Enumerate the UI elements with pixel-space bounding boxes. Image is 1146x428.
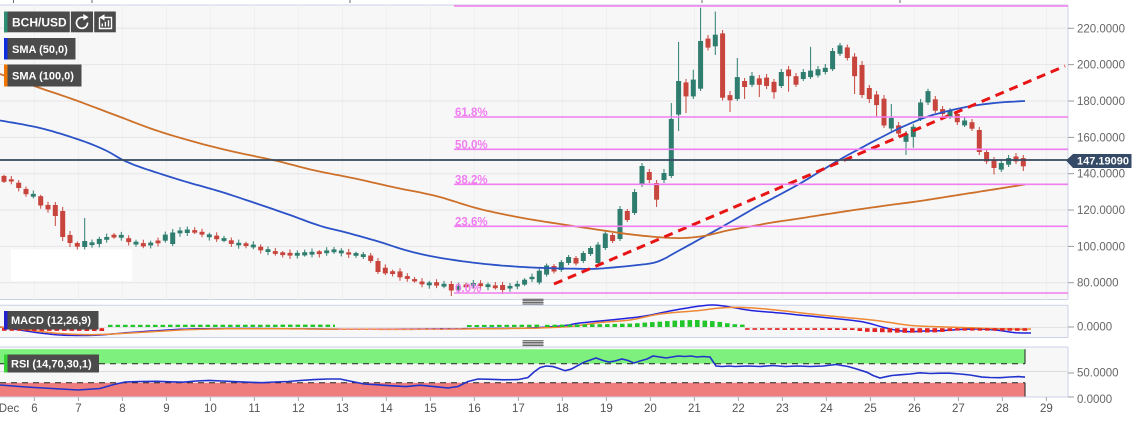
svg-text:8: 8 [119, 403, 125, 415]
svg-text:13: 13 [336, 403, 349, 415]
svg-text:MACD (12,26,9): MACD (12,26,9) [11, 315, 91, 327]
svg-text:SMA (50,0): SMA (50,0) [12, 44, 68, 56]
svg-text:10: 10 [204, 403, 217, 415]
svg-text:200.0000: 200.0000 [1077, 60, 1125, 72]
svg-text:29: 29 [1040, 403, 1053, 415]
svg-text:26: 26 [908, 403, 921, 415]
svg-text:18: 18 [556, 403, 569, 415]
svg-text:147.19090: 147.19090 [1077, 156, 1129, 168]
svg-text:38.2%: 38.2% [455, 174, 488, 186]
svg-text:160.0000: 160.0000 [1077, 132, 1125, 144]
svg-text:11: 11 [248, 403, 260, 415]
svg-text:27: 27 [952, 403, 965, 415]
svg-text:80.0000: 80.0000 [1077, 278, 1119, 290]
svg-text:6: 6 [31, 403, 37, 415]
svg-text:15: 15 [424, 403, 437, 415]
svg-text:9: 9 [163, 403, 169, 415]
svg-text:17: 17 [512, 403, 525, 415]
svg-text:21: 21 [688, 403, 701, 415]
svg-text:16: 16 [468, 403, 481, 415]
svg-text:BCH/USD: BCH/USD [12, 16, 67, 30]
svg-text:100.0000: 100.0000 [1077, 241, 1125, 253]
svg-text:14: 14 [380, 403, 393, 415]
svg-text:Dec: Dec [0, 403, 19, 415]
svg-text:24: 24 [820, 403, 833, 415]
svg-text:22: 22 [732, 403, 745, 415]
svg-text:20: 20 [644, 403, 657, 415]
svg-text:12: 12 [292, 403, 305, 415]
svg-text:25: 25 [864, 403, 877, 415]
svg-text:7: 7 [75, 403, 81, 415]
svg-text:0.0%: 0.0% [455, 283, 481, 295]
svg-text:50.0%: 50.0% [455, 139, 488, 151]
svg-text:0.0000: 0.0000 [1077, 394, 1112, 406]
svg-text:RSI (14,70,30,1): RSI (14,70,30,1) [11, 359, 92, 371]
svg-text:50.0000: 50.0000 [1077, 368, 1119, 380]
svg-text:220.0000: 220.0000 [1077, 23, 1125, 35]
svg-text:23.6%: 23.6% [455, 216, 488, 228]
svg-text:28: 28 [996, 403, 1009, 415]
svg-text:19: 19 [600, 403, 613, 415]
svg-text:0.0000: 0.0000 [1077, 322, 1112, 334]
svg-text:61.8%: 61.8% [455, 107, 488, 119]
svg-text:140.0000: 140.0000 [1077, 169, 1125, 181]
svg-text:23: 23 [776, 403, 789, 415]
svg-text:120.0000: 120.0000 [1077, 205, 1125, 217]
svg-text:SMA (100,0): SMA (100,0) [12, 70, 74, 82]
svg-text:180.0000: 180.0000 [1077, 96, 1125, 108]
